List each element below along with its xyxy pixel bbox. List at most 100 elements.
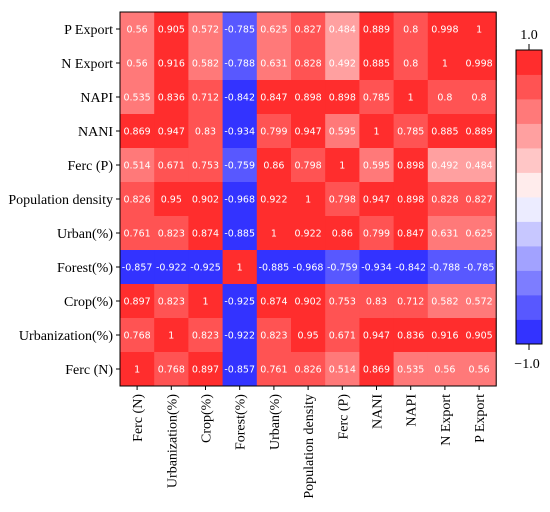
heatmap-cell [188, 250, 224, 285]
heatmap-cell [325, 148, 360, 183]
heatmap-cell [222, 352, 258, 387]
cell-value-label: -0.934 [224, 127, 255, 138]
colorbar-segment [516, 295, 542, 320]
cell-value-label: 0.799 [260, 127, 287, 138]
cell-value-label: 0.823 [192, 331, 219, 342]
y-tick-label: Ferc (P) [68, 159, 114, 174]
colorbar-min-label: −1.0 [514, 357, 539, 372]
heatmap-cell [120, 46, 155, 81]
heatmap-cell [462, 80, 497, 115]
cell-value-label: 0.484 [329, 25, 356, 36]
heatmap-cell [462, 114, 497, 149]
heatmap-cell [222, 182, 258, 217]
heatmap-cell [393, 182, 429, 217]
cell-value-label: 0.595 [363, 161, 390, 172]
cell-value-label: 0.826 [123, 195, 150, 206]
cell-value-label: 1 [237, 263, 243, 274]
heatmap-cell [120, 318, 155, 353]
cell-value-label: 1 [202, 297, 208, 308]
colorbar-max-label: 1.0 [520, 28, 538, 43]
heatmap-cell [154, 352, 189, 387]
heatmap-cell [427, 284, 463, 319]
heatmap-cell [427, 182, 463, 217]
heatmap-cell [325, 318, 360, 353]
heatmap-cell [256, 182, 292, 217]
heatmap-cell [154, 250, 189, 285]
colorbar-segment [516, 172, 542, 198]
cell-value-label: 0.874 [192, 229, 219, 240]
cell-value-label: 0.798 [294, 161, 321, 172]
cell-value-label: 0.8 [403, 59, 418, 70]
cell-value-label: 0.83 [366, 297, 387, 308]
heatmap-cell [359, 12, 395, 47]
heatmap-cell [222, 216, 258, 251]
heatmap-cell [291, 80, 326, 115]
heatmap-cell [359, 216, 395, 251]
cell-value-label: 0.836 [158, 93, 185, 104]
cell-value-label: 0.535 [123, 93, 150, 104]
cell-value-label: 0.86 [263, 161, 284, 172]
y-tick-label: Urban(%) [57, 227, 113, 242]
colorbar-segment [516, 74, 542, 100]
cell-value-label: 0.631 [260, 59, 287, 70]
heatmap-cell [393, 216, 429, 251]
heatmap-cell [154, 148, 189, 183]
x-tick-label: NANI [371, 394, 386, 429]
heatmap-cell [462, 12, 497, 47]
y-tick-label: Ferc (N) [65, 363, 113, 378]
colorbar-segment [516, 123, 542, 149]
colorbar: 1.0 −1.0 [514, 28, 543, 372]
cell-value-label: 0.902 [294, 297, 321, 308]
cell-value-label: 0.671 [329, 331, 356, 342]
heatmap-cell [154, 46, 189, 81]
heatmap-cell [291, 352, 326, 387]
cell-value-label: 0.572 [465, 297, 492, 308]
y-tick-label: N Export [61, 57, 113, 72]
heatmap-cell [427, 46, 463, 81]
heatmap-cell [256, 284, 292, 319]
cell-value-label: 0.514 [123, 161, 150, 172]
heatmap-cell [154, 318, 189, 353]
cell-value-label: 0.761 [123, 229, 150, 240]
heatmap-cell [154, 182, 189, 217]
heatmap-cell [427, 114, 463, 149]
heatmap-cell [188, 80, 224, 115]
heatmap-cell [325, 250, 360, 285]
cell-value-label: 0.947 [294, 127, 321, 138]
heatmap-cell [120, 148, 155, 183]
cell-value-label: 0.768 [123, 331, 150, 342]
heatmap-cell [256, 216, 292, 251]
heatmap-cell [154, 216, 189, 251]
cell-value-label: 0.828 [431, 195, 458, 206]
heatmap-cell [462, 216, 497, 251]
cell-value-label: 0.492 [431, 161, 458, 172]
heatmap-cell [325, 216, 360, 251]
heatmap-cell [256, 46, 292, 81]
cell-value-label: 0.95 [298, 331, 319, 342]
heatmap-cell [222, 12, 258, 47]
colorbar-segment [516, 99, 542, 124]
cell-value-label: 0.95 [161, 195, 182, 206]
heatmap-cell [427, 250, 463, 285]
cell-value-label: 0.826 [294, 365, 321, 376]
cell-value-label: 1 [476, 25, 482, 36]
cell-value-label: -0.885 [259, 263, 290, 274]
heatmap-cell [188, 284, 224, 319]
cell-value-label: 0.8 [403, 25, 418, 36]
heatmap-cell [222, 148, 258, 183]
heatmap-cell [291, 250, 326, 285]
cell-value-label: 0.56 [469, 365, 490, 376]
cell-value-label: 0.572 [192, 25, 219, 36]
cell-value-label: 0.916 [431, 331, 458, 342]
heatmap-cell [462, 318, 497, 353]
cell-value-label: 0.947 [158, 127, 185, 138]
heatmap-cell [120, 352, 155, 387]
cell-value-label: 0.905 [158, 25, 185, 36]
cell-value-label: 0.905 [465, 331, 492, 342]
cell-value-label: 0.836 [397, 331, 424, 342]
heatmap-cell [291, 12, 326, 47]
heatmap-cell [359, 284, 395, 319]
heatmap-cell [359, 148, 395, 183]
cell-value-label: 0.823 [158, 229, 185, 240]
